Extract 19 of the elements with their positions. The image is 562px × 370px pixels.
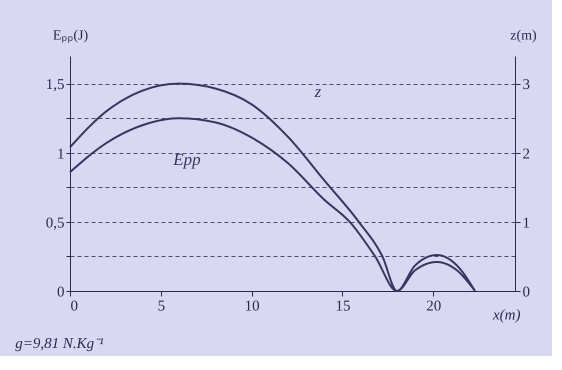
y-tick-label: 0 [57,284,64,300]
series-label: Epp [172,150,201,170]
y2-tick-label: 1 [522,215,530,232]
text: g=9,81 N.Kg⁻¹ [15,336,104,352]
x-tick-label: 20 [426,298,442,314]
y-tick-label: 0,5 [46,215,64,232]
y2-tick-label: 2 [522,146,530,162]
text: z [314,82,322,101]
y-tick-label: 1 [57,146,64,162]
y2-axis-title: z(m) [510,28,538,44]
y2-tick-label: 3 [522,77,530,94]
x-tick-label: 0 [70,298,78,314]
x-tick-label: 5 [158,298,166,314]
y-axis-title: Eₚₚ(J) [52,28,88,44]
x-tick-label: 10 [244,298,260,314]
x-tick-label: 15 [335,298,350,314]
x-axis-title: x(m) [492,308,520,324]
y2-tick-label: 0 [522,284,530,300]
y-tick-label: 1,5 [46,77,64,94]
